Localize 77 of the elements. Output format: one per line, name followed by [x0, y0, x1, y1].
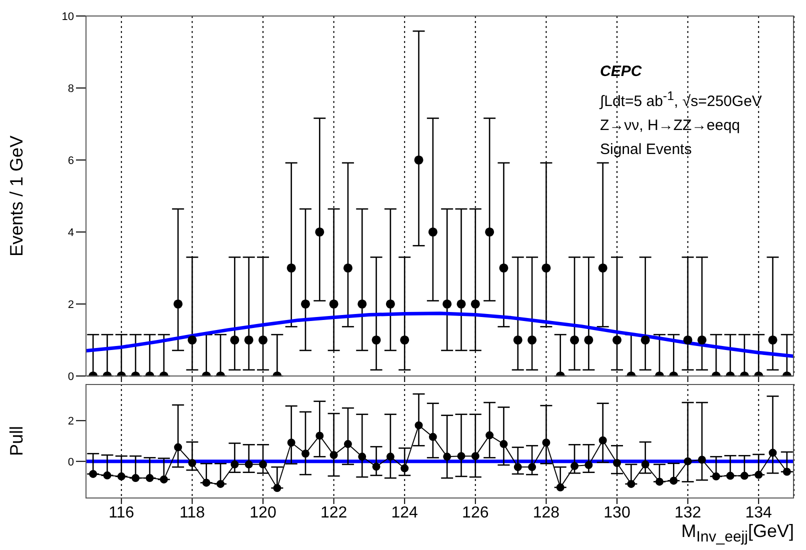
point [457, 452, 466, 460]
y-tick-label: 2 [68, 416, 74, 428]
point [344, 440, 352, 448]
point [598, 263, 608, 273]
point [300, 299, 310, 309]
point [556, 483, 564, 492]
point [286, 263, 296, 273]
point [386, 299, 395, 309]
y-tick-label: 0 [68, 370, 74, 383]
point [542, 263, 551, 273]
point [287, 438, 296, 447]
point [456, 299, 466, 309]
x-tick-label: 116 [108, 504, 134, 522]
y-axis-title: Pull [6, 426, 26, 456]
point [386, 452, 394, 461]
annotation: Signal Events [600, 140, 693, 160]
y-tick-label: 2 [68, 298, 74, 311]
point [598, 436, 607, 444]
point [499, 263, 508, 273]
x-tick-label: 120 [250, 504, 276, 522]
annotation: ∫Ldt=5 ab$^{-1}$, √s=250GeV [600, 88, 762, 112]
line-series [86, 312, 794, 358]
point [329, 299, 338, 309]
y-tick-label: 10 [62, 10, 74, 23]
point [174, 443, 182, 452]
point [627, 480, 636, 488]
point [343, 263, 352, 273]
point [315, 227, 324, 237]
x-tick-label: 124 [391, 504, 418, 522]
x-tick-label: 134 [745, 504, 772, 522]
x-tick-label: 130 [604, 504, 630, 522]
point [259, 460, 267, 468]
point [273, 484, 282, 492]
y-tick-label: 4 [68, 226, 74, 239]
point [500, 440, 508, 448]
point [514, 463, 522, 472]
x-axis-title: M$_{Inv_eejj}$[GeV] [681, 521, 794, 548]
point [486, 431, 494, 440]
point [613, 458, 621, 467]
annotation: CEPC [600, 62, 643, 82]
point [584, 461, 593, 470]
point [174, 299, 183, 309]
y-tick-label: 0 [68, 456, 74, 468]
y-axis-title: Events / 1 GeV [6, 135, 26, 257]
point [428, 227, 438, 237]
x-tick-label: 118 [179, 504, 206, 522]
point [470, 299, 480, 309]
point [358, 299, 367, 309]
point [301, 450, 310, 458]
point [414, 421, 423, 430]
y-tick-label: 6 [68, 154, 74, 167]
x-tick-label: 126 [462, 504, 489, 522]
point [698, 456, 706, 464]
point [768, 448, 777, 457]
point [684, 457, 692, 466]
point [330, 451, 338, 460]
point [442, 299, 452, 309]
point [485, 227, 494, 237]
point [641, 460, 650, 468]
point [471, 452, 480, 460]
point [443, 452, 452, 461]
x-tick-label: 132 [674, 504, 702, 522]
point [230, 460, 239, 468]
point [316, 432, 324, 440]
y-tick-label: 8 [68, 82, 74, 95]
point [428, 432, 437, 441]
x-tick-label: 128 [532, 504, 560, 522]
point [400, 464, 409, 472]
point [528, 463, 536, 472]
point [358, 452, 366, 461]
point [372, 462, 380, 471]
point [244, 460, 253, 468]
x-tick-label: 122 [320, 504, 348, 522]
point [542, 438, 550, 447]
point [570, 462, 579, 470]
annotation: Z→νν, H→ZZ→eeqq [600, 116, 742, 136]
point [188, 458, 196, 467]
